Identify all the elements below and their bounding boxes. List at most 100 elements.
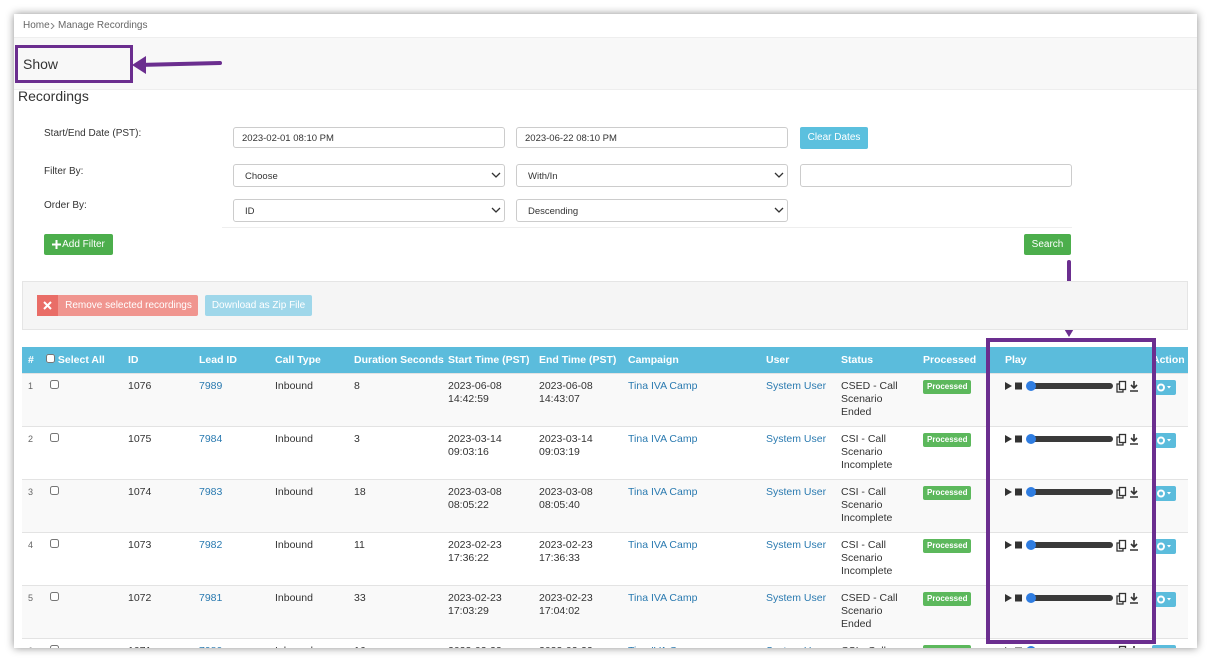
start-cell: 2023-03-08 08:05:22 (442, 479, 533, 533)
column-header-label: Duration Seconds (354, 354, 444, 366)
column-header: Play (999, 347, 1146, 374)
audio-player[interactable] (1005, 433, 1145, 447)
lead-id-link[interactable]: 7983 (199, 486, 223, 498)
column-header-label: End Time (PST) (539, 354, 617, 366)
column-header: Call Type (269, 347, 348, 374)
duration: 11 (354, 539, 365, 551)
campaign-link[interactable]: Tina IVA Camp (628, 645, 697, 648)
column-header: Campaign (622, 347, 760, 374)
campaign-cell: Tina IVA Camp (622, 532, 760, 586)
action-button[interactable] (1152, 380, 1176, 395)
filter-field-select[interactable]: Choose (233, 164, 505, 187)
action-button[interactable] (1152, 539, 1176, 554)
gear-icon (1157, 595, 1171, 604)
user-link[interactable]: System User (766, 380, 827, 392)
processed-cell: Processed (917, 479, 999, 533)
campaign-link[interactable]: Tina IVA Camp (628, 433, 698, 445)
column-header: Start Time (PST) (442, 347, 533, 374)
row-checkbox[interactable] (50, 592, 59, 601)
remove-selected-button[interactable]: Remove selected recordings (37, 295, 198, 316)
row-checkbox[interactable] (50, 380, 59, 389)
column-header-label: ID (128, 354, 139, 366)
id-cell: 1073 (122, 532, 193, 586)
processed-cell: Processed (917, 373, 999, 427)
end-cell: 2023-03-14 09:03:19 (533, 426, 622, 480)
campaign-link[interactable]: Tina IVA Camp (628, 592, 698, 604)
audio-player[interactable] (1005, 539, 1145, 553)
gear-icon (1157, 383, 1171, 392)
user-cell: System User (760, 638, 835, 648)
audio-player[interactable] (1005, 380, 1145, 394)
column-header: ID (122, 347, 193, 374)
action-button[interactable] (1152, 592, 1176, 607)
processed-badge: Processed (923, 645, 972, 648)
duration-cell: 8 (348, 373, 442, 427)
lead-id-link[interactable]: 7989 (199, 380, 223, 392)
user-cell: System User (760, 426, 835, 480)
order-label: Order By: (44, 200, 87, 211)
duration-cell: 11 (348, 532, 442, 586)
id-cell: 1076 (122, 373, 193, 427)
action-button[interactable] (1152, 645, 1176, 648)
campaign-link[interactable]: Tina IVA Camp (628, 380, 698, 392)
filter-operator-select[interactable]: With/In (516, 164, 788, 187)
select-cell (44, 638, 122, 648)
lead-id-link[interactable]: 7980 (199, 645, 222, 648)
processed-badge: Processed (923, 486, 972, 500)
user-link[interactable]: System User (766, 539, 827, 551)
campaign-link[interactable]: Tina IVA Camp (628, 539, 698, 551)
gear-icon (1152, 645, 1176, 648)
clear-dates-button[interactable]: Clear Dates (800, 127, 868, 149)
action-button[interactable] (1152, 433, 1176, 448)
status-cell: CSI - Call Scenario Incomplete (835, 638, 917, 648)
id: 1072 (128, 592, 152, 604)
play-cell (999, 532, 1146, 586)
lead-id-link[interactable]: 7984 (199, 433, 223, 445)
order-direction-select[interactable]: Descending (516, 199, 788, 222)
row-checkbox[interactable] (50, 539, 59, 548)
processed-badge: Processed (923, 380, 972, 394)
audio-player[interactable] (1005, 592, 1145, 606)
lead-id-cell: 7982 (193, 532, 269, 586)
download-zip-button[interactable]: Download as Zip File (205, 295, 312, 316)
audio-player[interactable] (1005, 486, 1145, 500)
campaign-link[interactable]: Tina IVA Camp (628, 486, 698, 498)
user-link[interactable]: System User (766, 486, 827, 498)
select-cell (44, 585, 122, 639)
row-checkbox[interactable] (50, 645, 59, 648)
row-checkbox[interactable] (50, 433, 59, 442)
start-date-input[interactable]: 2023-02-01 08:10 PM (233, 127, 505, 148)
order-field-select[interactable]: ID (233, 199, 505, 222)
user-link[interactable]: System User (766, 433, 827, 445)
select-all-checkbox[interactable] (46, 354, 55, 363)
search-button[interactable]: Search (1024, 234, 1071, 255)
filter-value-input[interactable] (800, 164, 1072, 187)
breadcrumb-home[interactable]: Home (23, 20, 50, 31)
action-button[interactable] (1152, 486, 1176, 501)
add-filter-button[interactable]: Add Filter (44, 234, 113, 255)
column-header-label: Action (1152, 354, 1185, 366)
status-cell: CSI - Call Scenario Incomplete (835, 426, 917, 480)
lead-id-link[interactable]: 7982 (199, 539, 223, 551)
play-cell (999, 479, 1146, 533)
call-type: Inbound (275, 486, 313, 498)
duration: 3 (354, 433, 360, 445)
row-number: 6 (22, 638, 44, 648)
id: 1076 (128, 380, 152, 392)
user-link[interactable]: System User (766, 592, 827, 604)
audio-player[interactable] (1005, 645, 1145, 648)
end-date-input[interactable]: 2023-06-22 08:10 PM (516, 127, 788, 148)
processed-cell: Processed (917, 585, 999, 639)
start: 2023-03-08 08:05:22 (448, 486, 502, 511)
row-checkbox[interactable] (50, 486, 59, 495)
page-title: Show Recordings (15, 45, 133, 104)
select-chevrons (774, 172, 784, 213)
status-cell: CSED - Call Scenario Ended (835, 585, 917, 639)
status: CSED - Call Scenario Ended (841, 380, 898, 418)
user-link[interactable]: System User (766, 645, 826, 648)
call-type-cell: Inbound (269, 585, 348, 639)
call-type-cell: Inbound (269, 638, 348, 648)
lead-id-link[interactable]: 7981 (199, 592, 223, 604)
recordings-table: # Select All ID Lead ID Call Type Duration S… (22, 347, 1188, 648)
